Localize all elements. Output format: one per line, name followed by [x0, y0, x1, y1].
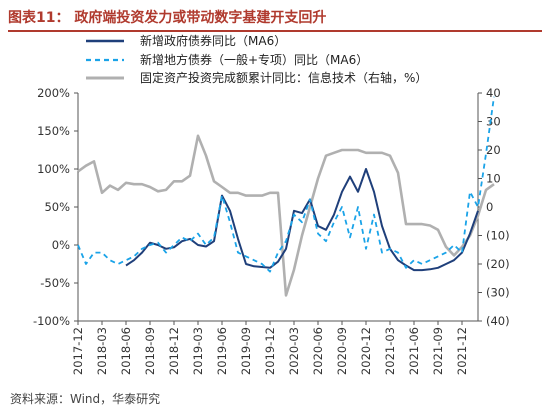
x-tick-label: 2019-03 — [191, 327, 205, 375]
left-tick-label: 0% — [52, 238, 70, 252]
x-tick-label: 2020-03 — [287, 327, 301, 375]
left-tick-label: 200% — [37, 86, 70, 100]
series-line-3 — [77, 134, 495, 297]
left-tick-label: 150% — [37, 124, 70, 138]
x-tick-label: 2020-12 — [359, 327, 373, 375]
series-line-1 — [125, 168, 479, 272]
right-tick-label: (20) — [486, 257, 510, 271]
title-bar: 图表11： 政府端投资发力或带动数字基建开支回升 — [8, 6, 542, 32]
x-tick-label: 2021-09 — [431, 327, 445, 375]
left-tick-label: 50% — [44, 200, 70, 214]
right-tick-label: 30 — [486, 115, 501, 129]
right-tick-label: 0 — [486, 200, 493, 214]
right-tick-label: (30) — [486, 286, 510, 300]
x-tick-label: 2021-12 — [455, 327, 469, 375]
x-tick-label: 2019-12 — [263, 327, 277, 375]
left-tick-label: 100% — [37, 162, 70, 176]
right-tick-label: 10 — [486, 172, 501, 186]
x-tick-label: 2020-09 — [335, 327, 349, 375]
legend-label-1: 新增政府债券同比（MA6） — [140, 33, 286, 48]
right-tick-label: 20 — [486, 143, 501, 157]
x-tick-label: 2021-06 — [407, 327, 421, 375]
right-tick-label: (40) — [486, 314, 510, 328]
x-tick-label: 2021-03 — [383, 327, 397, 375]
left-tick-label: -50% — [40, 276, 70, 290]
legend-label-2: 新增地方债券（一般+专项）同比（MA6） — [140, 52, 368, 67]
left-tick-label: -100% — [33, 314, 70, 328]
series-line-2 — [77, 96, 495, 273]
figure-title: 图表11： 政府端投资发力或带动数字基建开支回升 — [8, 10, 327, 26]
right-tick-label: (10) — [486, 229, 510, 243]
legend-label-3: 固定资产投资完成额累计同比：信息技术（右轴，%） — [140, 70, 427, 85]
x-tick-label: 2018-06 — [119, 327, 133, 375]
x-tick-label: 2018-09 — [143, 327, 157, 375]
x-tick-label: 2019-09 — [239, 327, 253, 375]
source-note: 资料来源：Wind，华泰研究 — [10, 392, 161, 406]
x-tick-label: 2019-06 — [215, 327, 229, 375]
x-tick-label: 2017-12 — [71, 327, 85, 375]
x-tick-label: 2020-06 — [311, 327, 325, 375]
right-tick-label: 40 — [486, 86, 501, 100]
x-tick-label: 2018-03 — [95, 327, 109, 375]
x-tick-label: 2018-12 — [167, 327, 181, 375]
